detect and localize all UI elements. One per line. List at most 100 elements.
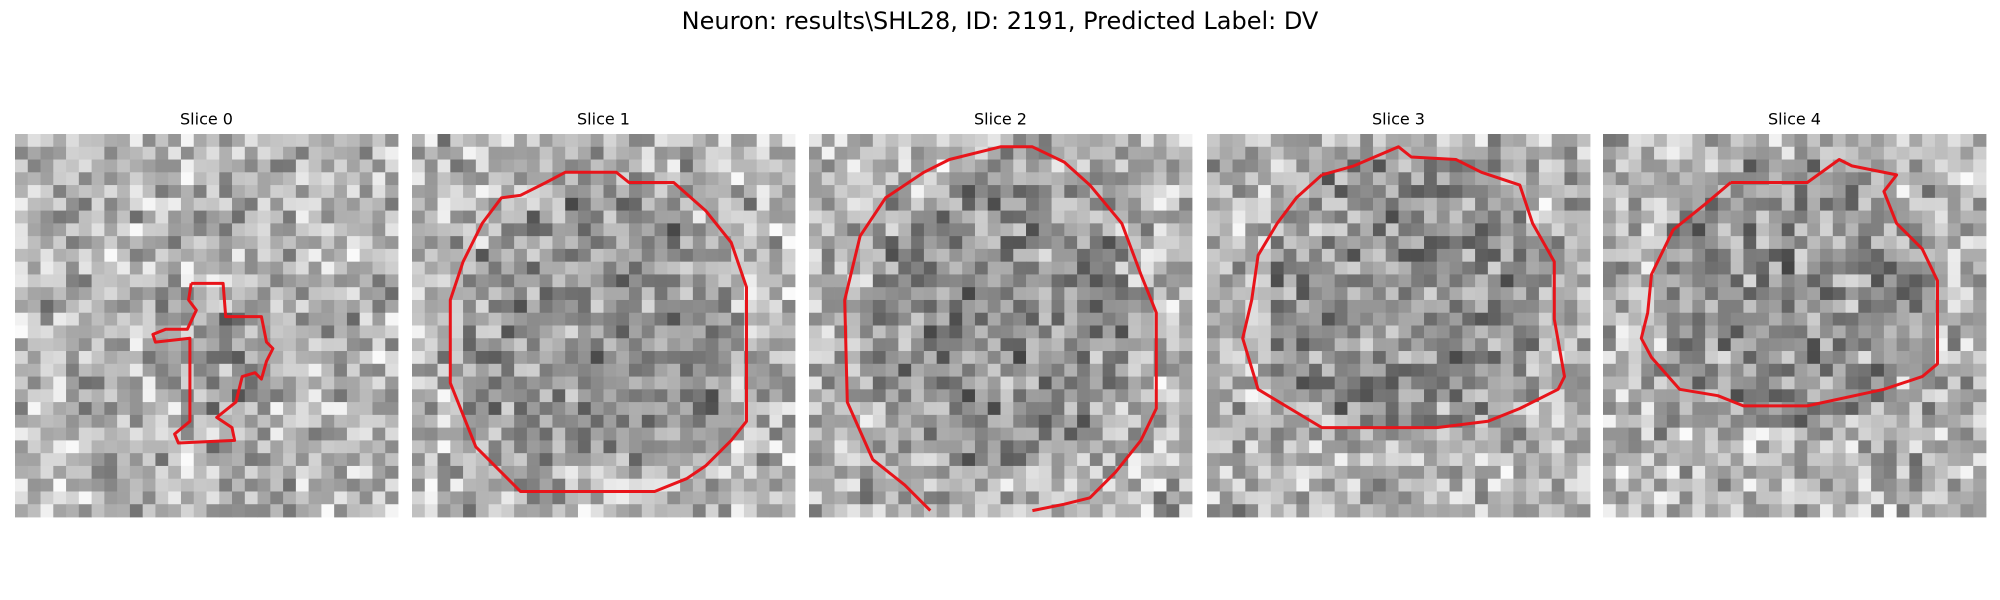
pixel (15, 274, 29, 288)
pixel (1385, 389, 1399, 403)
pixel (667, 299, 681, 314)
pixel (565, 376, 579, 390)
pixel (987, 363, 1001, 377)
pixel (1896, 351, 1910, 365)
pixel (1411, 172, 1425, 186)
pixel (1449, 351, 1463, 365)
pixel (1140, 402, 1155, 416)
pixel (1947, 491, 1961, 505)
pixel (1513, 159, 1527, 173)
pixel (283, 376, 297, 390)
pixel (1577, 325, 1591, 339)
pixel (155, 491, 169, 505)
pixel (1347, 338, 1361, 352)
pixel (1166, 465, 1180, 480)
pixel (1232, 504, 1246, 518)
pixel (641, 248, 655, 263)
pixel (860, 465, 874, 480)
pixel (270, 248, 284, 263)
pixel (142, 389, 156, 403)
pixel (1756, 299, 1770, 314)
pixel (1232, 185, 1246, 199)
pixel (283, 159, 297, 173)
pixel (1360, 312, 1374, 326)
pixel (437, 491, 451, 505)
pixel (1372, 325, 1387, 339)
pixel (1896, 389, 1910, 403)
pixel (641, 465, 655, 480)
pixel (1245, 440, 1259, 454)
pixel (1051, 287, 1065, 301)
pixel (949, 389, 963, 403)
pixel (1411, 478, 1425, 492)
pixel (334, 402, 348, 416)
pixel (283, 287, 297, 301)
pixel (565, 351, 579, 365)
pixel (1321, 197, 1336, 211)
pixel (1730, 376, 1744, 390)
pixel (1845, 236, 1859, 250)
pixel (359, 440, 373, 454)
pixel (1705, 402, 1719, 416)
pixel (437, 414, 451, 429)
pixel (334, 261, 348, 275)
pixel (1845, 210, 1859, 224)
pixel (565, 465, 579, 480)
pixel (334, 312, 348, 326)
pixel (155, 146, 169, 160)
pixel (923, 440, 938, 454)
pixel (872, 299, 886, 314)
pixel (654, 325, 668, 339)
pixel (1934, 363, 1949, 377)
pixel (1166, 453, 1180, 467)
pixel (1960, 197, 1974, 211)
pixel (66, 504, 80, 518)
pixel (424, 440, 438, 454)
pixel (1500, 338, 1514, 352)
pixel (232, 299, 246, 314)
pixel (359, 465, 373, 480)
pixel (321, 172, 335, 186)
pixel (1781, 376, 1795, 390)
pixel (283, 453, 297, 467)
pixel (1756, 402, 1770, 416)
pixel (334, 159, 348, 173)
pixel (1756, 376, 1770, 390)
pixel (680, 210, 694, 224)
pixel (1372, 185, 1387, 199)
pixel (949, 491, 963, 505)
pixel (193, 325, 207, 339)
pixel (1372, 453, 1387, 467)
pixel (129, 210, 144, 224)
pixel (1398, 491, 1412, 505)
pixel (295, 287, 310, 301)
pixel (1385, 159, 1399, 173)
pixel (1692, 414, 1706, 429)
pixel (40, 389, 54, 403)
pixel (923, 376, 938, 390)
pixel (1296, 146, 1310, 160)
pixel (437, 376, 451, 390)
pixel (1934, 185, 1949, 199)
pixel (117, 159, 131, 173)
pixel (1768, 274, 1783, 288)
pixel (539, 465, 553, 480)
pixel (1334, 363, 1348, 377)
pixel (1858, 376, 1872, 390)
pixel (78, 402, 92, 416)
pixel (1219, 146, 1233, 160)
pixel (1232, 197, 1246, 211)
pixel (1179, 287, 1193, 301)
pixel (475, 363, 489, 377)
pixel (1794, 236, 1808, 250)
pixel (718, 185, 732, 199)
pixel (501, 197, 515, 211)
pixel (129, 236, 144, 250)
pixel (1296, 402, 1310, 416)
pixel (743, 210, 758, 224)
pixel (168, 478, 182, 492)
pixel (1807, 453, 1821, 467)
pixel (321, 287, 335, 301)
pixel (1411, 185, 1425, 199)
pixel (1436, 299, 1450, 314)
